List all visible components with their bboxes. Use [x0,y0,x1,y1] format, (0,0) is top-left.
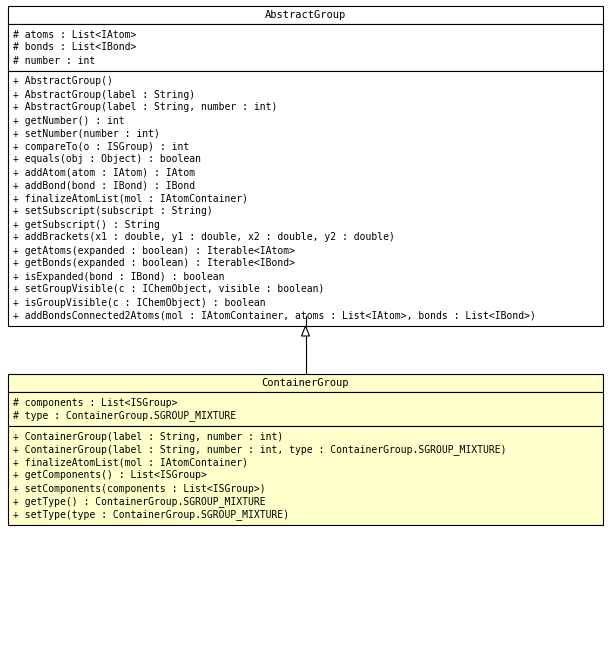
Text: + addBondsConnected2Atoms(mol : IAtomContainer, atoms : List<IAtom>, bonds : Lis: + addBondsConnected2Atoms(mol : IAtomCon… [13,310,536,321]
Text: # bonds : List<IBond>: # bonds : List<IBond> [13,43,136,52]
Bar [8,426,603,525]
Text: + setComponents(components : List<ISGroup>): + setComponents(components : List<ISGrou… [13,483,266,493]
Text: + AbstractGroup(): + AbstractGroup() [13,77,113,87]
Text: # type : ContainerGroup.SGROUP_MIXTURE: # type : ContainerGroup.SGROUP_MIXTURE [13,410,236,421]
Text: + isGroupVisible(c : IChemObject) : boolean: + isGroupVisible(c : IChemObject) : bool… [13,298,266,308]
Text: + AbstractGroup(label : String): + AbstractGroup(label : String) [13,89,195,100]
Text: + finalizeAtomList(mol : IAtomContainer): + finalizeAtomList(mol : IAtomContainer) [13,457,248,468]
Text: + getBonds(expanded : boolean) : Iterable<IBond>: + getBonds(expanded : boolean) : Iterabl… [13,258,295,268]
Text: + setType(type : ContainerGroup.SGROUP_MIXTURE): + setType(type : ContainerGroup.SGROUP_M… [13,509,289,520]
Text: + compareTo(o : ISGroup) : int: + compareTo(o : ISGroup) : int [13,142,189,152]
Text: + addBond(bond : IBond) : IBond: + addBond(bond : IBond) : IBond [13,180,195,190]
Text: # atoms : List<IAtom>: # atoms : List<IAtom> [13,30,136,39]
Text: + getSubscript() : String: + getSubscript() : String [13,220,160,230]
Text: # components : List<ISGroup>: # components : List<ISGroup> [13,398,178,407]
Text: ContainerGroup: ContainerGroup [262,378,349,388]
Text: + getType() : ContainerGroup.SGROUP_MIXTURE: + getType() : ContainerGroup.SGROUP_MIXT… [13,496,266,507]
Text: AbstractGroup: AbstractGroup [265,10,346,20]
Text: + isExpanded(bond : IBond) : boolean: + isExpanded(bond : IBond) : boolean [13,272,224,281]
Bar [8,392,603,426]
Bar [8,374,603,392]
Text: + setGroupVisible(c : IChemObject, visible : boolean): + setGroupVisible(c : IChemObject, visib… [13,285,324,295]
Polygon shape [301,326,310,336]
Text: + finalizeAtomList(mol : IAtomContainer): + finalizeAtomList(mol : IAtomContainer) [13,194,248,203]
Text: + getAtoms(expanded : boolean) : Iterable<IAtom>: + getAtoms(expanded : boolean) : Iterabl… [13,245,295,255]
Text: + ContainerGroup(label : String, number : int): + ContainerGroup(label : String, number … [13,432,284,441]
Text: + getComponents() : List<ISGroup>: + getComponents() : List<ISGroup> [13,470,207,480]
Text: + getNumber() : int: + getNumber() : int [13,115,125,125]
Text: + addBrackets(x1 : double, y1 : double, x2 : double, y2 : double): + addBrackets(x1 : double, y1 : double, … [13,232,395,243]
Text: + addAtom(atom : IAtom) : IAtom: + addAtom(atom : IAtom) : IAtom [13,167,195,178]
Text: # number : int: # number : int [13,56,95,66]
Text: + equals(obj : Object) : boolean: + equals(obj : Object) : boolean [13,155,201,165]
Text: + setNumber(number : int): + setNumber(number : int) [13,129,160,138]
Text: + AbstractGroup(label : String, number : int): + AbstractGroup(label : String, number :… [13,102,277,112]
Text: + ContainerGroup(label : String, number : int, type : ContainerGroup.SGROUP_MIXT: + ContainerGroup(label : String, number … [13,444,507,455]
Text: + setSubscript(subscript : String): + setSubscript(subscript : String) [13,207,213,216]
Bar [8,71,603,326]
Bar [8,6,603,24]
Bar [8,24,603,71]
